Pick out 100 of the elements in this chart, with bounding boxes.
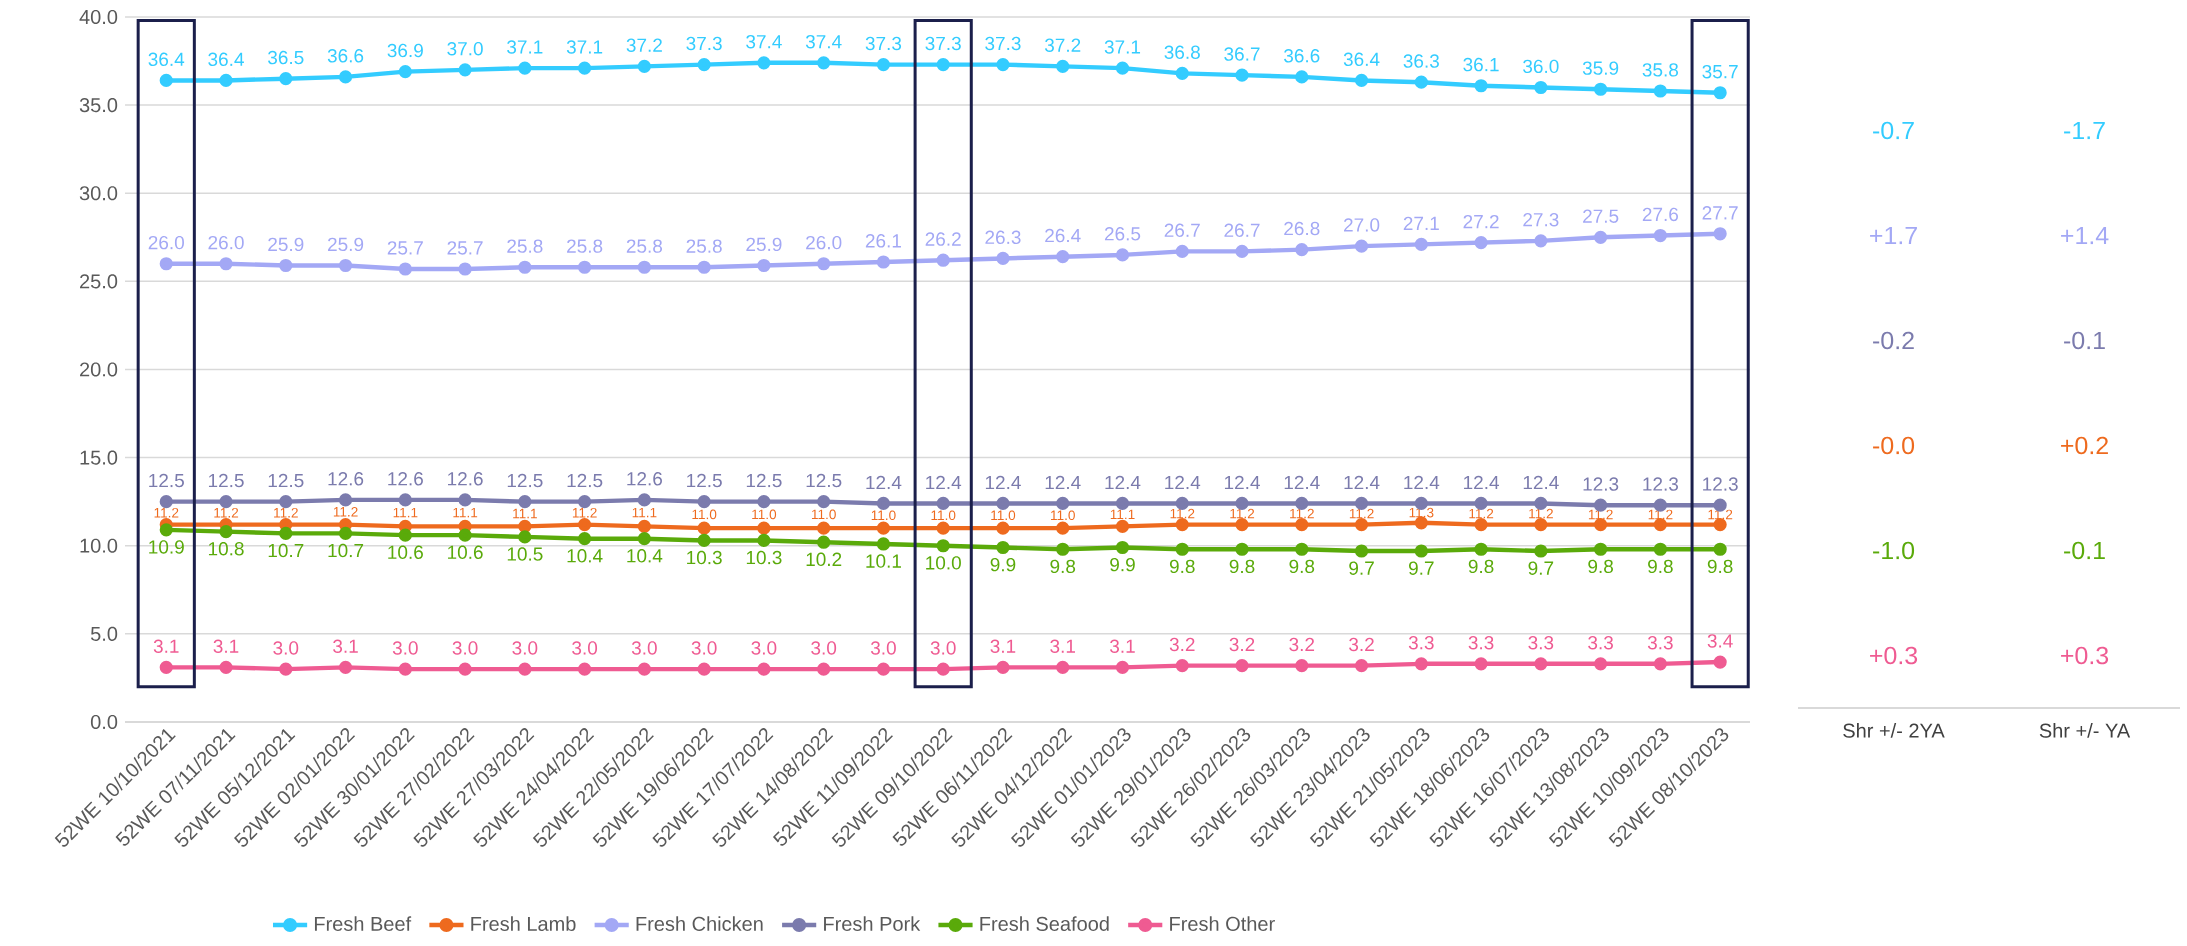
data-label: 12.3 bbox=[1583, 477, 1619, 491]
data-label: 10.9 bbox=[149, 540, 184, 554]
data-label: 25.9 bbox=[268, 237, 304, 252]
data-label: 11.2 bbox=[214, 507, 239, 518]
data-label: 25.7 bbox=[447, 241, 483, 255]
data-label: 12.6 bbox=[448, 472, 483, 486]
data-label: 10.1 bbox=[866, 554, 901, 568]
data-label: 26.0 bbox=[148, 235, 184, 250]
data-label: 9.7 bbox=[1408, 561, 1434, 575]
data-label: 26.7 bbox=[1224, 223, 1260, 237]
data-label: 27.1 bbox=[1403, 216, 1439, 230]
data-label: 26.4 bbox=[1045, 228, 1081, 243]
data-label: 3.0 bbox=[870, 641, 896, 655]
data-label: 9.8 bbox=[1229, 559, 1255, 574]
data-label: -0.1 bbox=[2064, 541, 2105, 560]
data-label: 3.1 bbox=[213, 639, 239, 653]
data-label: 3.0 bbox=[631, 641, 657, 655]
data-label: 12.4 bbox=[1404, 475, 1440, 490]
data-label: 12.4 bbox=[1523, 475, 1559, 490]
data-label: -1.7 bbox=[2064, 121, 2105, 140]
data-label: 3.0 bbox=[930, 641, 956, 655]
data-label: 10.3 bbox=[746, 550, 782, 565]
data-label: 12.5 bbox=[208, 473, 244, 488]
data-label: 12.4 bbox=[1045, 475, 1081, 490]
data-label: 36.0 bbox=[1523, 59, 1559, 74]
data-label: 25.8 bbox=[686, 239, 722, 253]
data-label: 11.2 bbox=[1230, 508, 1255, 519]
data-label: 35.7 bbox=[1702, 64, 1738, 79]
data-label: 9.9 bbox=[990, 557, 1016, 572]
data-label: 27.5 bbox=[1583, 209, 1619, 223]
data-label: 12.6 bbox=[388, 472, 423, 486]
data-label: 11.2 bbox=[154, 507, 179, 518]
data-label: 12.5 bbox=[806, 473, 842, 488]
legend-label: Fresh Other bbox=[1170, 916, 1275, 931]
data-label: 37.3 bbox=[686, 36, 722, 51]
y-tick-label: 15.0 bbox=[80, 450, 118, 465]
data-label: 11.0 bbox=[752, 509, 777, 520]
data-label: 36.1 bbox=[1463, 57, 1499, 72]
data-label: +1.4 bbox=[2061, 226, 2109, 245]
data-label: 36.6 bbox=[327, 49, 364, 63]
data-label: 10.7 bbox=[328, 543, 364, 558]
data-label: 11.1 bbox=[1110, 509, 1135, 520]
data-label: 37.3 bbox=[925, 36, 961, 51]
y-tick-label: 40.0 bbox=[79, 9, 118, 25]
data-label: 3.1 bbox=[153, 639, 179, 653]
data-label: 3.1 bbox=[990, 639, 1016, 653]
data-label: 3.2 bbox=[1349, 637, 1374, 652]
data-label: 12.4 bbox=[1464, 475, 1500, 490]
data-label: 36.4 bbox=[1343, 52, 1380, 67]
data-label: 37.2 bbox=[1044, 38, 1081, 52]
data-label: -0.7 bbox=[1873, 121, 1914, 140]
y-tick-label: 10.0 bbox=[80, 538, 118, 553]
data-label: 37.3 bbox=[865, 36, 902, 51]
data-label: 3.3 bbox=[1647, 635, 1673, 650]
data-label: 12.5 bbox=[149, 473, 184, 488]
data-label: 3.0 bbox=[512, 641, 538, 655]
data-label: 9.8 bbox=[1169, 559, 1195, 574]
data-label: 10.5 bbox=[507, 547, 543, 561]
legend-label: Fresh Chicken bbox=[636, 916, 763, 931]
data-label: 3.1 bbox=[1050, 639, 1075, 653]
data-label: 3.0 bbox=[392, 641, 418, 655]
data-label: 12.3 bbox=[1643, 477, 1679, 491]
data-label: 37.1 bbox=[566, 40, 603, 54]
data-label: 25.8 bbox=[567, 239, 603, 253]
data-label: 9.8 bbox=[1289, 559, 1315, 574]
data-label: 11.1 bbox=[513, 508, 537, 519]
data-label: 11.2 bbox=[1648, 509, 1673, 520]
data-label: 9.8 bbox=[1707, 559, 1733, 574]
data-label: 25.9 bbox=[328, 237, 364, 252]
data-label: 37.2 bbox=[626, 38, 662, 52]
data-label: 11.3 bbox=[1409, 507, 1434, 518]
data-label: 3.2 bbox=[1229, 637, 1255, 652]
data-label: 36.7 bbox=[1224, 47, 1260, 61]
data-label: -0.0 bbox=[1873, 436, 1915, 455]
data-label: 10.0 bbox=[926, 556, 961, 570]
data-label: 3.1 bbox=[1110, 639, 1135, 653]
data-label: 3.4 bbox=[1707, 634, 1733, 648]
data-label: 11.0 bbox=[871, 510, 896, 521]
data-label: 27.3 bbox=[1523, 212, 1559, 227]
data-label: 9.8 bbox=[1468, 559, 1494, 574]
data-label: 12.5 bbox=[268, 473, 304, 488]
data-label: 3.0 bbox=[751, 641, 777, 655]
data-label: 3.2 bbox=[1169, 637, 1195, 652]
data-label: 12.4 bbox=[985, 475, 1021, 490]
y-tick-label: 25.0 bbox=[80, 274, 118, 289]
data-label: 9.7 bbox=[1528, 561, 1554, 575]
data-label: 36.6 bbox=[1284, 49, 1320, 63]
data-label: 26.0 bbox=[208, 235, 244, 250]
data-label: 11.2 bbox=[274, 507, 298, 518]
data-label: 3.0 bbox=[691, 641, 717, 655]
data-label: 10.6 bbox=[388, 545, 423, 560]
data-label: 26.7 bbox=[1164, 223, 1200, 237]
y-tick-label: 30.0 bbox=[79, 186, 118, 201]
category-label: Shr +/- 2YA bbox=[1843, 723, 1945, 738]
data-label: 3.0 bbox=[452, 641, 478, 655]
data-label: 3.0 bbox=[572, 641, 598, 655]
data-label: 12.4 bbox=[866, 475, 902, 490]
data-label: 11.1 bbox=[632, 507, 657, 518]
category-label: Shr +/- YA bbox=[2039, 723, 2131, 738]
data-label: 11.2 bbox=[572, 507, 597, 518]
